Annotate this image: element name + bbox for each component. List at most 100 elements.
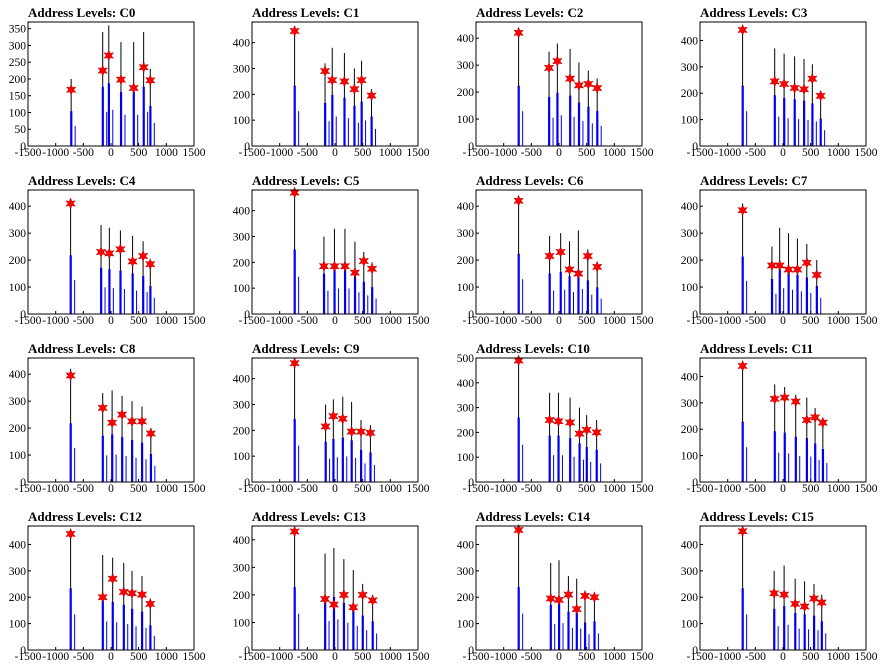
bar <box>584 622 587 650</box>
bar <box>773 431 776 482</box>
x-tick-label: 0 <box>556 483 562 495</box>
subplot-4: Address Levels: C4 -1500 -1000 -500 0 500 1000… <box>0 168 224 336</box>
subplot-13: Address Levels: C13 -1500 -1000 -500 0 500 100… <box>224 504 448 672</box>
x-tick-label: -500 <box>521 147 542 159</box>
marker-star <box>816 596 827 609</box>
x-tick-label: 1000 <box>827 315 850 327</box>
bar <box>101 600 104 650</box>
y-tick-label: 0 <box>468 141 474 153</box>
bar <box>371 287 374 314</box>
marker-star <box>563 588 574 601</box>
marker-star <box>581 423 592 436</box>
x-tick-label: -500 <box>297 483 318 495</box>
marker-star <box>737 359 748 372</box>
y-tick-label: 200 <box>457 87 475 99</box>
marker-star <box>115 73 127 86</box>
x-tick-label: -1500 <box>687 483 714 495</box>
x-tick-label: 0 <box>332 483 338 495</box>
marker-star <box>357 588 368 601</box>
bar <box>369 452 372 482</box>
x-tick-label: 1000 <box>379 315 402 327</box>
marker-star <box>106 416 118 429</box>
y-tick-label: 100 <box>457 619 475 631</box>
bar <box>587 106 590 146</box>
x-tick-label: 0 <box>780 315 786 327</box>
x-tick-label: 1500 <box>631 315 654 327</box>
marker-star <box>737 204 748 217</box>
x-tick-label: -1500 <box>15 315 42 327</box>
x-tick-label: 1500 <box>855 315 878 327</box>
marker-star <box>801 413 813 427</box>
bar <box>293 85 296 146</box>
x-tick-label: 500 <box>578 483 596 495</box>
bar <box>805 438 808 482</box>
y-tick-label: 0 <box>20 141 26 153</box>
axes-frame <box>699 357 867 483</box>
y-tick-label: 400 <box>457 378 475 390</box>
x-tick-label: 500 <box>130 651 148 663</box>
marker-star <box>339 260 351 273</box>
bar <box>331 94 334 146</box>
x-tick-label: 0 <box>556 315 562 327</box>
x-tick-label: -1500 <box>463 315 490 327</box>
x-tick-label: -500 <box>73 483 94 495</box>
y-tick-label: 200 <box>233 590 251 602</box>
y-tick-label: 100 <box>457 114 475 126</box>
y-tick-label: 100 <box>681 115 699 127</box>
y-tick-label: 400 <box>681 371 699 383</box>
bar <box>142 276 145 314</box>
x-tick-label: -1500 <box>15 483 42 495</box>
marker-star <box>145 258 156 271</box>
marker-star <box>65 369 76 382</box>
y-tick-label: 100 <box>681 282 699 294</box>
subplot-1: Address Levels: C1 -1500 -1000 -500 0 500 1000… <box>224 0 448 168</box>
bar <box>595 449 598 482</box>
marker-star <box>769 392 780 405</box>
marker-star <box>564 416 576 429</box>
x-tick-label: -1000 <box>714 147 741 159</box>
y-tick-label: 300 <box>233 64 251 76</box>
bar <box>352 608 355 650</box>
x-tick-label: 0 <box>780 651 786 663</box>
marker-star <box>289 357 300 370</box>
bar <box>812 615 816 650</box>
bar <box>783 97 786 146</box>
bar <box>517 586 520 650</box>
y-tick-label: 350 <box>9 24 27 36</box>
x-tick-label: 1500 <box>631 651 654 663</box>
marker-star <box>789 597 801 610</box>
marker-star <box>792 263 803 276</box>
bar <box>149 453 153 482</box>
y-tick-label: 300 <box>457 60 475 72</box>
bar <box>558 603 561 650</box>
x-tick-label: 1000 <box>827 147 850 159</box>
x-tick-label: 1500 <box>183 483 206 495</box>
x-tick-label: 500 <box>354 147 372 159</box>
y-tick-label: 300 <box>233 400 251 412</box>
plot-area: -1500 -1000 -500 0 500 1000 1500 0 100 200 300 400 <box>681 21 878 159</box>
x-tick-label: 1000 <box>379 483 402 495</box>
subplot-title: Address Levels: C10 <box>476 341 590 356</box>
subplot-title: Address Levels: C13 <box>252 509 366 524</box>
marker-star <box>339 75 350 88</box>
bar <box>341 437 344 482</box>
bar <box>353 105 356 146</box>
marker-star <box>555 245 566 259</box>
bar <box>122 604 125 650</box>
bar <box>332 596 336 650</box>
x-tick-label: 1000 <box>603 651 626 663</box>
x-tick-label: 1500 <box>631 147 654 159</box>
marker-star <box>145 597 156 610</box>
y-tick-label: 100 <box>681 451 699 463</box>
marker-star <box>573 267 584 280</box>
bar <box>149 105 152 146</box>
x-tick-label: 1500 <box>407 315 430 327</box>
bar <box>333 269 336 314</box>
marker-star <box>778 588 790 601</box>
bar <box>578 443 581 482</box>
bar <box>549 604 552 650</box>
x-tick-label: -1000 <box>490 483 517 495</box>
x-tick-label: -1500 <box>239 147 266 159</box>
y-tick-label: 300 <box>681 62 699 74</box>
y-tick-label: 300 <box>457 566 475 578</box>
